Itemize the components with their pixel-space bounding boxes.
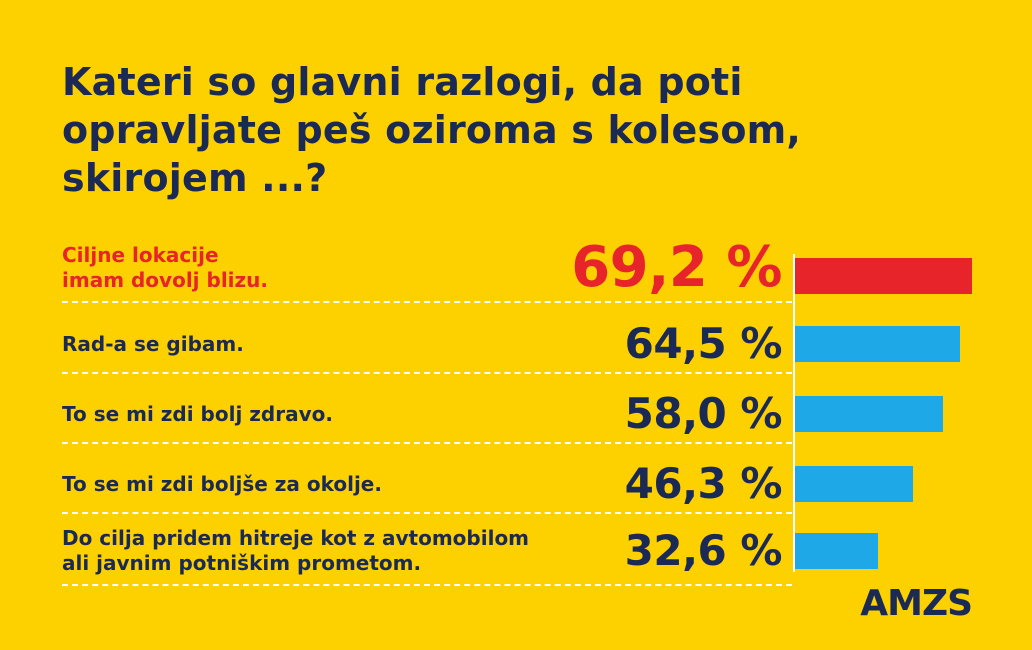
row-separator: [62, 584, 792, 586]
bar: [795, 326, 960, 362]
title-line: Kateri so glavni razlogi, da poti: [62, 60, 743, 104]
bar: [795, 466, 913, 502]
bar: [795, 533, 878, 569]
chart-title: Kateri so glavni razlogi, da poti opravl…: [62, 58, 962, 202]
value-label: 64,5 %: [624, 319, 783, 368]
category-label: Ciljne lokacije imam dovolj blizu.: [62, 243, 622, 293]
row-separator: [62, 442, 792, 444]
amzs-logo: AMZS: [860, 583, 973, 624]
row-separator: [62, 512, 792, 514]
axis-line: [793, 254, 795, 572]
row-separator: [62, 372, 792, 374]
category-label-line: To se mi zdi boljše za okolje.: [62, 471, 382, 496]
title-line: opravljate peš oziroma s kolesom,: [62, 108, 802, 152]
category-label-line: ali javnim potniškim prometom.: [62, 551, 422, 575]
bar: [795, 258, 972, 294]
bar: [795, 396, 943, 432]
row-separator: [62, 301, 792, 303]
value-label: 32,6 %: [624, 526, 783, 575]
value-label: 69,2 %: [571, 235, 782, 300]
category-label: Rad-a se gibam.: [62, 332, 622, 357]
category-label-line: Do cilja pridem hitreje kot z avtomobilo…: [62, 526, 530, 550]
category-label: To se mi zdi bolj zdravo.: [62, 402, 622, 427]
category-label-line: imam dovolj blizu.: [62, 268, 269, 292]
value-label: 58,0 %: [624, 389, 783, 438]
category-label-line: Ciljne lokacije: [62, 243, 219, 267]
category-label: To se mi zdi boljše za okolje.: [62, 472, 622, 497]
value-label: 46,3 %: [624, 459, 783, 508]
category-label-line: To se mi zdi bolj zdravo.: [62, 401, 333, 426]
category-label: Do cilja pridem hitreje kot z avtomobilo…: [62, 526, 622, 576]
category-label-line: Rad-a se gibam.: [62, 331, 244, 356]
title-line: skirojem ...?: [62, 156, 328, 200]
